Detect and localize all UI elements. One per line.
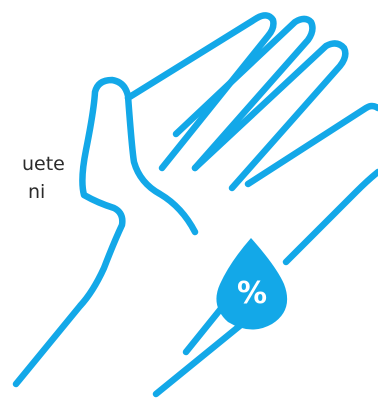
text-line-2: ni	[28, 181, 46, 203]
finger-index	[124, 12, 277, 172]
truncated-text: uete ni	[0, 150, 65, 206]
finger-middle	[172, 15, 316, 172]
finger-ring	[191, 40, 349, 192]
percent-label: %	[237, 276, 267, 311]
palm-edge	[282, 168, 378, 266]
drop-icon	[216, 238, 288, 330]
text-line-1: uete	[22, 153, 65, 175]
finger-little	[244, 102, 378, 188]
hand-outline	[12, 76, 199, 388]
